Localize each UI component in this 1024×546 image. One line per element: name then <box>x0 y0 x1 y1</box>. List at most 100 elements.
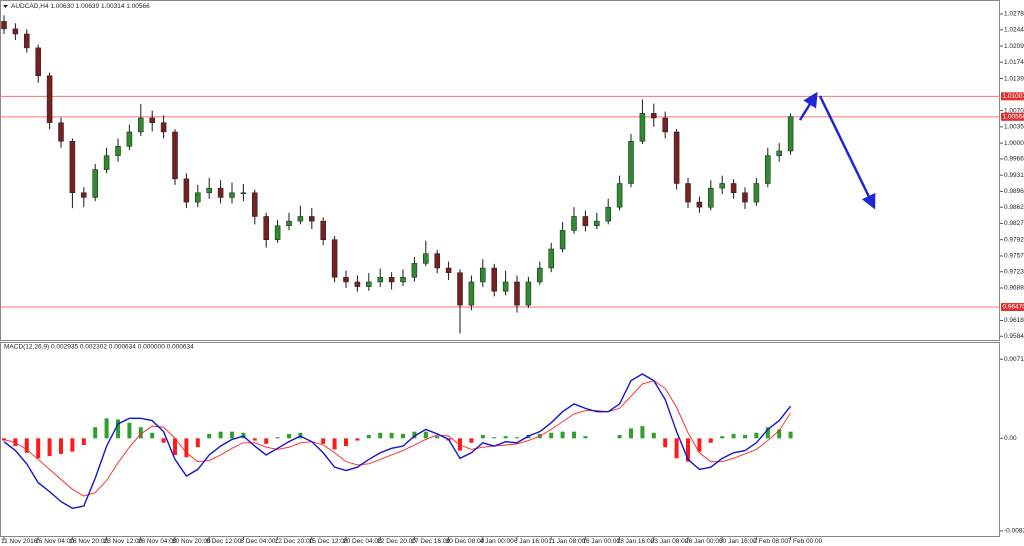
histogram-bar <box>389 432 394 439</box>
x-tick-label: 8 Dec 04:00 <box>240 538 275 545</box>
arrow-up <box>798 91 818 121</box>
x-tick-label: 27 Dec 16:00 <box>411 538 450 545</box>
histogram-bar <box>93 427 98 439</box>
candle-body <box>753 183 760 203</box>
histogram-bar <box>344 438 348 447</box>
histogram-bar <box>104 418 109 439</box>
x-tick-label: 22 Dec 20:00 <box>377 538 416 545</box>
histogram-bar <box>127 422 132 439</box>
histogram-bar <box>640 426 645 439</box>
histogram-bar <box>173 438 177 455</box>
candle-body <box>594 220 600 227</box>
candle-body <box>411 263 418 278</box>
histogram-bar <box>252 438 257 441</box>
candle-body <box>628 140 634 184</box>
level-label: 0.96470 <box>1003 304 1024 311</box>
candle-body <box>160 122 167 133</box>
candle-body <box>491 267 497 292</box>
histogram-bar <box>150 432 155 439</box>
x-tick-label: 30 Nov 20:00 <box>172 538 211 545</box>
candle-body <box>217 187 224 198</box>
histogram-bar <box>617 435 622 439</box>
y-tick-label: 1.00700 <box>1004 107 1024 114</box>
x-tick-label: 11 Jan 08:00 <box>548 538 585 545</box>
histogram-bar <box>629 428 633 439</box>
histogram-bar <box>138 427 143 439</box>
candle-body <box>183 178 190 203</box>
signal-line <box>3 380 791 497</box>
candle-body <box>400 277 406 283</box>
candle-body <box>12 28 19 35</box>
candle-body <box>35 47 41 77</box>
candle-body <box>103 155 110 170</box>
y-tick-label: -0.00834 <box>1004 528 1024 535</box>
candle-body <box>685 183 691 203</box>
candle-body <box>92 169 98 198</box>
histogram-bar <box>321 438 326 444</box>
histogram-bar <box>697 438 702 452</box>
candle-body <box>81 192 87 198</box>
candle-body <box>377 277 383 283</box>
x-tick-label: 6 Jan 16:00 <box>514 538 548 545</box>
histogram-bar <box>663 438 668 448</box>
histogram-bar <box>788 431 793 439</box>
level-label-bg <box>1001 92 1024 101</box>
macd-panel <box>0 342 1000 537</box>
candle-body <box>514 281 520 306</box>
histogram-bar <box>81 438 86 445</box>
histogram-bar <box>70 438 75 452</box>
candle-body <box>263 216 269 240</box>
histogram-bar <box>572 431 576 439</box>
histogram-bar <box>355 438 360 441</box>
histogram-bar <box>264 438 269 444</box>
histogram-bar <box>480 435 485 439</box>
x-tick-label: 18 Jan 16:00 <box>617 538 655 545</box>
x-tick-label: 4 Jan 00:00 <box>480 538 514 545</box>
histogram-bar <box>161 438 166 443</box>
y-tick-label: 1.01390 <box>1004 75 1024 82</box>
candle-body <box>24 33 30 49</box>
candle-body <box>605 206 611 222</box>
histogram-bar <box>116 419 120 439</box>
histogram-bar <box>47 438 52 457</box>
candle-body <box>708 187 714 208</box>
candle-body <box>366 281 372 287</box>
histogram-bar <box>332 438 337 450</box>
x-tick-label: 5 Dec 12:00 <box>206 538 241 545</box>
histogram-bar <box>469 438 474 443</box>
histogram-bar <box>583 436 588 439</box>
histogram-bar <box>651 432 656 439</box>
candle-body <box>742 192 748 203</box>
histogram-bar <box>765 427 770 439</box>
candle-body <box>172 131 178 180</box>
histogram-bar <box>287 433 291 439</box>
histogram-bar <box>378 432 383 439</box>
candle-body <box>309 216 315 222</box>
x-tick-label: 30 Dec 08:00 <box>446 538 485 545</box>
histogram-bar <box>184 438 189 458</box>
x-tick-label: 16 Jan 00:00 <box>582 538 620 545</box>
x-tick-label: 28 Nov 04:00 <box>138 538 177 545</box>
macd-line <box>3 373 792 509</box>
y-tick-label: 1.02780 <box>1004 11 1024 18</box>
x-tick-label: 23 Jan 08:00 <box>651 538 689 545</box>
candle-body <box>423 253 429 264</box>
x-tick-label: 20 Dec 04:00 <box>343 538 382 545</box>
candle-body <box>149 117 155 123</box>
candle-body <box>229 192 235 198</box>
y-tick-label: 0.95840 <box>1004 333 1024 340</box>
candle-body <box>765 155 771 184</box>
histogram-bar <box>743 435 747 439</box>
x-tick-label: 23 Nov 12:00 <box>104 538 143 545</box>
price-panel <box>0 0 1000 341</box>
x-tick-label: 11 Nov 2016 <box>1 538 38 545</box>
candle-body <box>138 117 144 133</box>
candle-body <box>331 239 338 278</box>
histogram-bar <box>560 431 565 439</box>
